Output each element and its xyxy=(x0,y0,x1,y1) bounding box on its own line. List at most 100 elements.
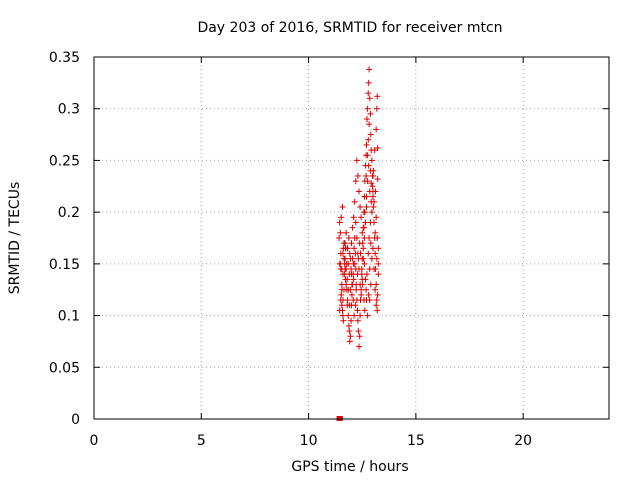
data-point xyxy=(349,255,356,262)
data-point xyxy=(338,286,345,293)
data-point xyxy=(367,281,374,288)
data-point xyxy=(371,266,378,273)
data-point xyxy=(360,245,367,252)
x-tick-label: 20 xyxy=(514,433,532,449)
data-point xyxy=(348,266,355,273)
data-point xyxy=(343,281,350,288)
data-point xyxy=(345,312,352,319)
data-point xyxy=(365,291,372,298)
data-point xyxy=(359,229,366,236)
data-point xyxy=(345,260,352,267)
data-point xyxy=(365,136,372,143)
data-point xyxy=(337,250,344,257)
y-axis-label: SRMTID / TECUs xyxy=(7,182,23,295)
data-point xyxy=(350,214,357,221)
data-point xyxy=(354,307,361,314)
data-point xyxy=(361,307,368,314)
data-point xyxy=(364,105,371,112)
data-point xyxy=(360,255,367,262)
data-point xyxy=(374,235,381,241)
data-point xyxy=(366,95,373,102)
data-point xyxy=(351,260,358,267)
x-tick-label: 15 xyxy=(407,433,425,449)
data-point xyxy=(373,297,380,304)
data-point xyxy=(358,291,365,298)
y-tick-label: 0 xyxy=(71,412,80,428)
data-point xyxy=(348,271,355,278)
data-point xyxy=(338,266,345,273)
data-point xyxy=(361,235,368,241)
data-point xyxy=(374,93,381,100)
data-point xyxy=(356,343,363,350)
y-tick-label: 0.15 xyxy=(49,257,80,273)
data-point xyxy=(353,157,360,164)
data-point xyxy=(360,224,367,231)
data-point xyxy=(374,291,381,298)
data-point xyxy=(344,245,351,252)
data-point xyxy=(348,240,355,247)
data-point xyxy=(364,178,371,185)
data-point xyxy=(354,172,361,179)
data-point xyxy=(373,105,380,112)
data-point xyxy=(359,276,366,283)
data-point xyxy=(348,281,355,288)
data-point xyxy=(369,193,376,200)
data-point xyxy=(340,317,347,324)
data-point xyxy=(346,328,353,335)
data-point xyxy=(369,245,376,252)
x-tick-label: 5 xyxy=(197,433,206,449)
data-point xyxy=(357,281,364,288)
y-tick-label: 0.05 xyxy=(49,360,80,376)
data-point xyxy=(368,180,375,187)
data-point xyxy=(372,188,379,195)
data-point xyxy=(366,66,373,73)
data-point xyxy=(354,317,361,324)
data-point xyxy=(374,176,381,183)
data-point xyxy=(348,291,355,298)
data-point xyxy=(338,302,345,309)
data-point xyxy=(336,307,343,314)
data-point xyxy=(342,276,349,283)
data-point xyxy=(345,235,352,241)
plot-frame xyxy=(93,56,610,420)
data-point xyxy=(372,250,379,257)
data-point xyxy=(346,250,353,257)
data-point xyxy=(363,172,370,179)
data-point xyxy=(372,286,379,293)
data-point xyxy=(356,333,363,340)
data-point xyxy=(356,266,363,273)
data-point xyxy=(338,214,345,221)
data-point xyxy=(349,224,356,231)
data-point xyxy=(375,245,382,252)
chart-title: Day 203 of 2016, SRMTID for receiver mtc… xyxy=(197,20,502,36)
data-point xyxy=(367,240,374,247)
data-point xyxy=(358,214,365,221)
tick-labels: 0 5 10 15 20 0 0.05 0.1 0.15 0.2 0.25 0.3 0.35 xyxy=(49,50,532,449)
data-point xyxy=(363,203,370,210)
data-point xyxy=(362,219,369,226)
data-point xyxy=(360,297,367,304)
data-point xyxy=(367,131,374,138)
data-point xyxy=(337,297,344,304)
data-point xyxy=(346,302,353,309)
data-point xyxy=(374,145,381,152)
data-point xyxy=(368,255,375,262)
data-point xyxy=(347,286,354,293)
data-point xyxy=(374,307,381,314)
data-point xyxy=(339,271,346,278)
data-point xyxy=(375,271,382,278)
data-point xyxy=(365,79,372,86)
data-point xyxy=(365,162,372,169)
data-point xyxy=(361,209,368,216)
data-point xyxy=(354,250,361,257)
data-point xyxy=(366,297,373,304)
data-point xyxy=(337,229,344,236)
data-point xyxy=(365,90,372,97)
data-point xyxy=(336,219,343,226)
data-point xyxy=(338,291,345,298)
data-point xyxy=(352,178,359,185)
data-point xyxy=(375,260,382,267)
data-point xyxy=(354,271,361,278)
data-point xyxy=(363,116,370,123)
